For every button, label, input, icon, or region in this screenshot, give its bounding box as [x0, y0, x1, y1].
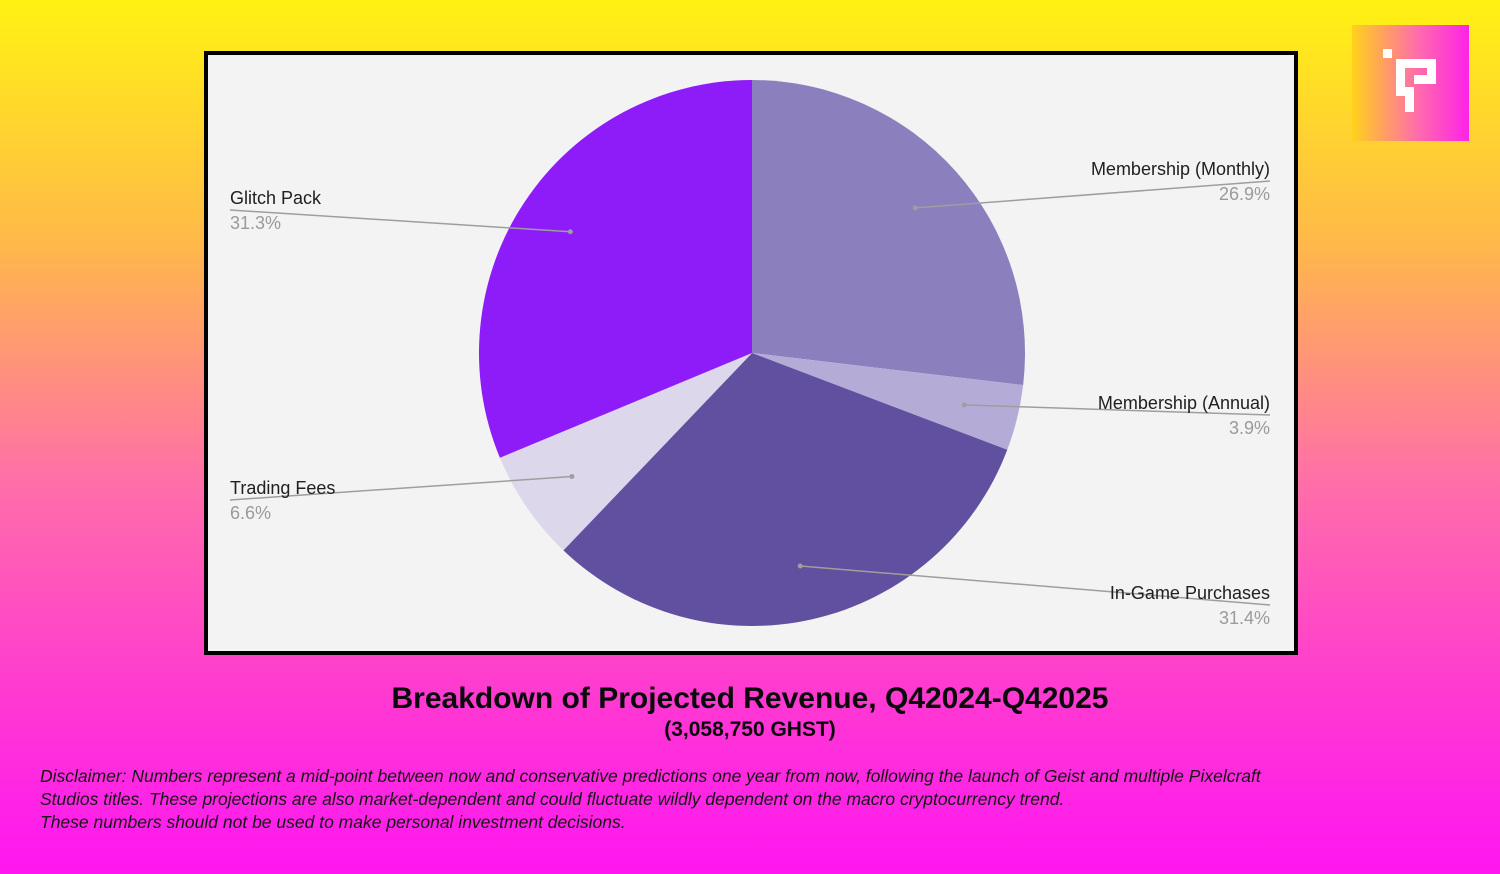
- pie-slice-membership-monthly: [752, 80, 1025, 386]
- disclaimer-text: Disclaimer: Numbers represent a mid-poin…: [40, 765, 1470, 834]
- leader-line: [800, 565, 1271, 606]
- slice-label: Membership (Monthly): [1091, 159, 1270, 179]
- leader-dot: [569, 474, 575, 479]
- leader-dot: [797, 563, 803, 569]
- slice-value-label: 26.9%: [1219, 184, 1270, 204]
- pie-chart: Membership (Monthly) 26.9% Membership (Ann…: [204, 51, 1298, 655]
- slice-value-label: 31.3%: [230, 213, 281, 233]
- leader-dot: [961, 402, 967, 408]
- slice-label: Glitch Pack: [230, 188, 322, 208]
- slice-value-label: 3.9%: [1229, 418, 1270, 438]
- chart-caption-title: Breakdown of Projected Revenue, Q42024-Q…: [391, 682, 1109, 715]
- leader-dot: [567, 229, 573, 235]
- slice-label: Membership (Annual): [1098, 393, 1270, 413]
- pixelcraft-logo-icon: [1352, 25, 1469, 141]
- leader-line: [964, 404, 1271, 416]
- disclaimer-line: These numbers should not be used to make…: [40, 812, 626, 832]
- pie-slice-glitch-pack: [478, 80, 752, 458]
- leader-line: [229, 475, 572, 501]
- slice-label: In-Game Purchases: [1110, 583, 1270, 603]
- leader-dot: [912, 205, 918, 211]
- pie-slice-trading-fees: [499, 353, 752, 551]
- pie-chart-svg: Membership (Monthly) 26.9% Membership (Ann…: [229, 80, 1271, 628]
- slice-label: Trading Fees: [230, 478, 335, 498]
- leader-line: [915, 180, 1271, 209]
- pie-slice-in-game-purchases: [563, 353, 1008, 627]
- leader-line: [229, 209, 571, 233]
- slice-value-label: 6.6%: [230, 503, 271, 523]
- disclaimer-line: Disclaimer: Numbers represent a mid-poin…: [40, 766, 1261, 786]
- pie-slice-membership-annual: [752, 353, 1024, 450]
- chart-caption-subtitle: (3,058,750 GHST): [664, 718, 836, 741]
- disclaimer-line: Studios titles. These projections are al…: [40, 789, 1065, 809]
- slice-value-label: 31.4%: [1219, 608, 1270, 628]
